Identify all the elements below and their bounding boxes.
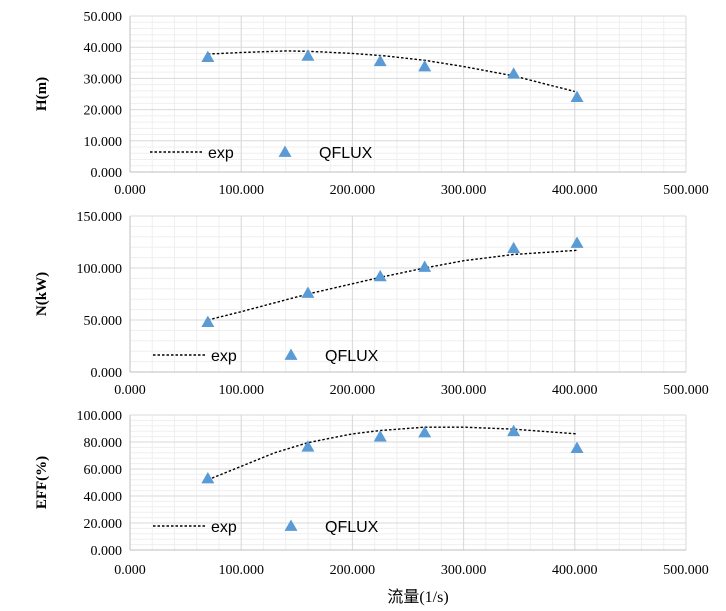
data-point-qflux (201, 471, 215, 484)
data-point-qflux (301, 49, 315, 61)
data-point-qflux (570, 90, 584, 102)
data-point-qflux (418, 60, 432, 72)
data-point-qflux (507, 67, 521, 79)
data-point-qflux (570, 441, 584, 453)
y-tick-label: 10.000 (84, 135, 123, 150)
y-tick-label: 50.000 (84, 10, 123, 25)
legend-swatch-qflux (278, 145, 292, 157)
legend-label-qflux: QFLUX (325, 348, 379, 365)
x-tick-label: 300.000 (441, 383, 487, 398)
x-tick-label: 400.000 (552, 383, 598, 398)
x-tick-label: 300.000 (441, 183, 487, 198)
legend-label-qflux: QFLUX (319, 145, 373, 162)
data-point-qflux (201, 315, 215, 327)
data-point-qflux (418, 426, 432, 438)
chart-panel-3: 0.000 100.000 200.000 300.000 400.000 500.000… (34, 409, 709, 606)
data-point-qflux (373, 269, 387, 282)
data-point-qflux (373, 430, 387, 442)
x-tick-label: 0.000 (114, 183, 146, 198)
legend-label-qflux: QFLUX (325, 519, 379, 536)
data-point-qflux (570, 236, 584, 248)
y-axis-title: N(kW) (34, 272, 50, 316)
y-tick-label: 20.000 (84, 517, 123, 532)
y-axis-title: H(m) (34, 77, 50, 111)
legend-label-exp: exp (208, 145, 234, 162)
legend-label-exp: exp (211, 348, 237, 365)
x-tick-label: 500.000 (663, 383, 709, 398)
x-axis-title: 流量(1/s) (387, 588, 448, 606)
y-tick-label: 40.000 (84, 490, 123, 505)
y-tick-label: 0.000 (91, 166, 123, 181)
x-tick-label: 100.000 (218, 563, 264, 578)
data-point-qflux (373, 54, 387, 67)
series-line-exp (207, 50, 575, 93)
data-point-qflux (418, 260, 432, 272)
x-tick-label: 200.000 (330, 183, 376, 198)
data-point-qflux (507, 424, 521, 437)
x-tick-label: 300.000 (441, 563, 487, 578)
x-tick-label: 0.000 (114, 383, 146, 398)
data-point-qflux (507, 241, 521, 254)
x-tick-label: 200.000 (330, 383, 376, 398)
x-tick-label: 500.000 (663, 183, 709, 198)
x-tick-label: 0.000 (114, 563, 146, 578)
y-tick-label: 150.000 (77, 210, 123, 225)
legend-swatch-qflux (284, 519, 298, 531)
y-axis-title: EFF(%) (34, 456, 50, 509)
legend-label-exp: exp (211, 519, 237, 536)
y-tick-label: 80.000 (84, 436, 123, 451)
y-tick-label: 40.000 (84, 41, 123, 56)
data-point-qflux (201, 50, 215, 63)
y-tick-label: 0.000 (91, 544, 123, 559)
y-tick-label: 60.000 (84, 463, 123, 478)
x-tick-label: 100.000 (218, 183, 264, 198)
y-tick-label: 100.000 (77, 262, 123, 277)
y-tick-label: 30.000 (84, 72, 123, 87)
x-tick-label: 500.000 (663, 563, 709, 578)
x-tick-label: 400.000 (552, 183, 598, 198)
data-point-qflux (301, 286, 315, 298)
chart-panel-1: 0.000 100.000 200.000 300.000 400.000 500.000… (34, 10, 709, 198)
series-line-exp (207, 249, 578, 321)
x-tick-label: 400.000 (552, 563, 598, 578)
y-tick-label: 20.000 (84, 104, 123, 119)
x-tick-label: 200.000 (330, 563, 376, 578)
data-point-qflux (301, 440, 315, 452)
series-line-exp (207, 426, 578, 481)
y-tick-label: 100.000 (77, 409, 123, 424)
x-tick-label: 100.000 (218, 383, 264, 398)
legend-swatch-qflux (284, 348, 298, 360)
chart-panel-2: 0.000 100.000 200.000 300.000 400.000 500.000… (34, 210, 709, 398)
y-tick-label: 0.000 (91, 366, 123, 381)
y-tick-label: 50.000 (84, 314, 123, 329)
